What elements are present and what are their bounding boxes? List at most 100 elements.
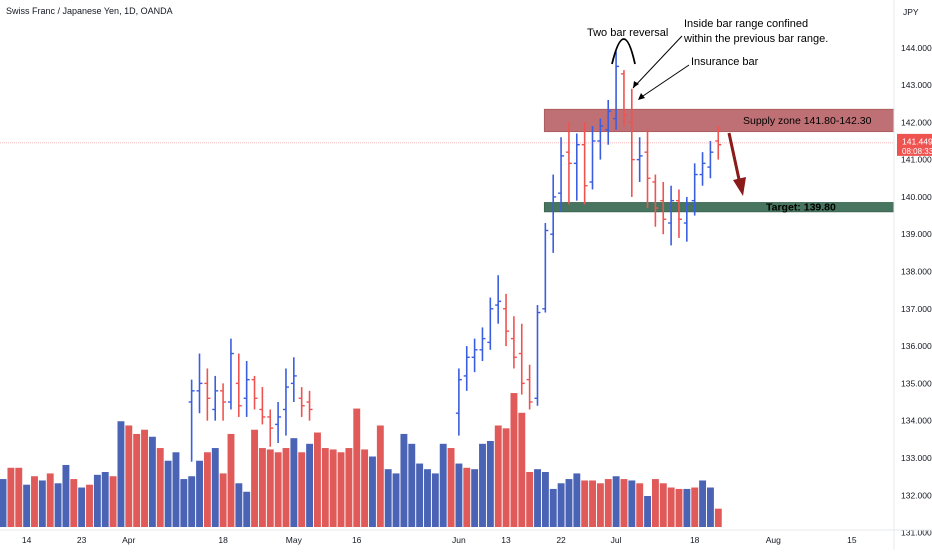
volume-bar [54,483,62,527]
ohlc-bar [715,126,722,160]
ohlc-bar [503,293,510,347]
x-tick-label: 15 [847,535,857,545]
target-arrow-shaft [727,132,742,185]
volume-bar [78,487,86,527]
ohlc-bar [220,383,227,421]
ohlc-bar [479,327,486,361]
target-zone-label: Target: 139.80 [766,202,836,214]
ohlc-bar [691,163,698,216]
insurance-bar-label: Insurance bar [691,56,759,68]
volume-bar [549,488,557,527]
ohlc-bar [267,409,274,447]
volume-bar [235,483,243,527]
volume-bar [258,448,266,527]
volume-bar [227,433,235,527]
volume-bar [392,473,400,527]
volume-bar [70,479,78,527]
ohlc-bar [518,323,525,395]
volume-bar [691,487,699,527]
y-tick-label: 135.000 [901,378,932,388]
volume-bar [141,429,148,527]
volume-bar [479,443,486,527]
volume-bar [573,473,581,527]
ohlc-bar [542,223,549,313]
ohlc-bar [275,402,282,444]
volume-bar [424,469,431,527]
volume-bar [109,476,117,527]
volume-bar [117,421,125,527]
ohlc-bar [660,182,667,235]
volume-bar [369,456,376,527]
volume-bar [714,508,722,527]
volume-bar [38,480,46,527]
volume-bar [251,429,259,527]
volume-bar [589,480,596,527]
insurance-bar-pointer [639,64,690,99]
volume-bar [62,464,70,527]
volume-bar [329,449,337,527]
y-tick-label: 132.000 [901,490,932,500]
volume-bar [314,432,321,527]
volume-bar [298,452,306,527]
y-tick-label: 134.000 [901,416,932,426]
volume-bar [565,479,573,527]
inside-bar-label-line1: Inside bar range confined [684,18,808,30]
volume-bar [675,488,683,527]
volume-bar [416,463,424,527]
ohlc-bar [565,122,572,205]
ohlc-bar [235,353,242,417]
x-tick-label: 22 [556,535,566,545]
volume-bar [353,408,361,527]
volume-bar [644,495,652,527]
volume-bar [23,484,31,527]
ohlc-bar [487,297,494,350]
inside-bar-label-line2: within the previous bar range. [683,33,828,45]
y-tick-label: 144.000 [901,43,932,53]
y-tick-label: 133.000 [901,453,932,463]
x-tick-label: 13 [501,535,511,545]
current-price-tag [897,133,932,156]
y-tick-label: 141.000 [901,155,932,165]
volume-bar [15,467,23,527]
volume-bar [156,448,164,527]
price-bar-layer [188,51,722,462]
y-tick-label: 139.000 [901,229,932,239]
volume-bar [196,460,203,527]
volume-bar [471,469,479,527]
volume-bar [133,433,141,527]
ohlc-bar [628,88,635,197]
supply-zone-label: Supply zone 141.80-142.30 [743,115,872,127]
volume-bar [384,469,392,527]
volume-bar [93,474,101,527]
volume-bar [518,412,526,527]
volume-bar [243,491,251,527]
volume-bar [101,472,109,527]
ohlc-bar [636,137,643,182]
ohlc-bar [196,353,203,414]
volume-bar [188,476,196,527]
ohlc-bar [471,338,478,373]
ohlc-bar [188,379,195,462]
x-tick-label: 23 [77,535,87,545]
ohlc-bar [613,51,620,130]
volume-bar [400,433,408,527]
volume-bar [612,476,620,527]
ohlc-bar [212,375,219,421]
volume-bar [439,443,447,527]
volume-bar [557,483,565,527]
volume-bar [125,425,133,527]
x-tick-label: Jun [452,535,466,545]
volume-bar [596,483,604,527]
ohlc-bar [495,275,502,324]
volume-bar [86,484,93,527]
x-tick-label: 14 [22,535,32,545]
volume-bar [455,463,463,527]
y-tick-label: 142.000 [901,117,932,127]
volume-bar [683,488,691,527]
volume-bar [290,438,298,527]
ohlc-bar [290,357,297,403]
volume-bar [463,467,471,527]
